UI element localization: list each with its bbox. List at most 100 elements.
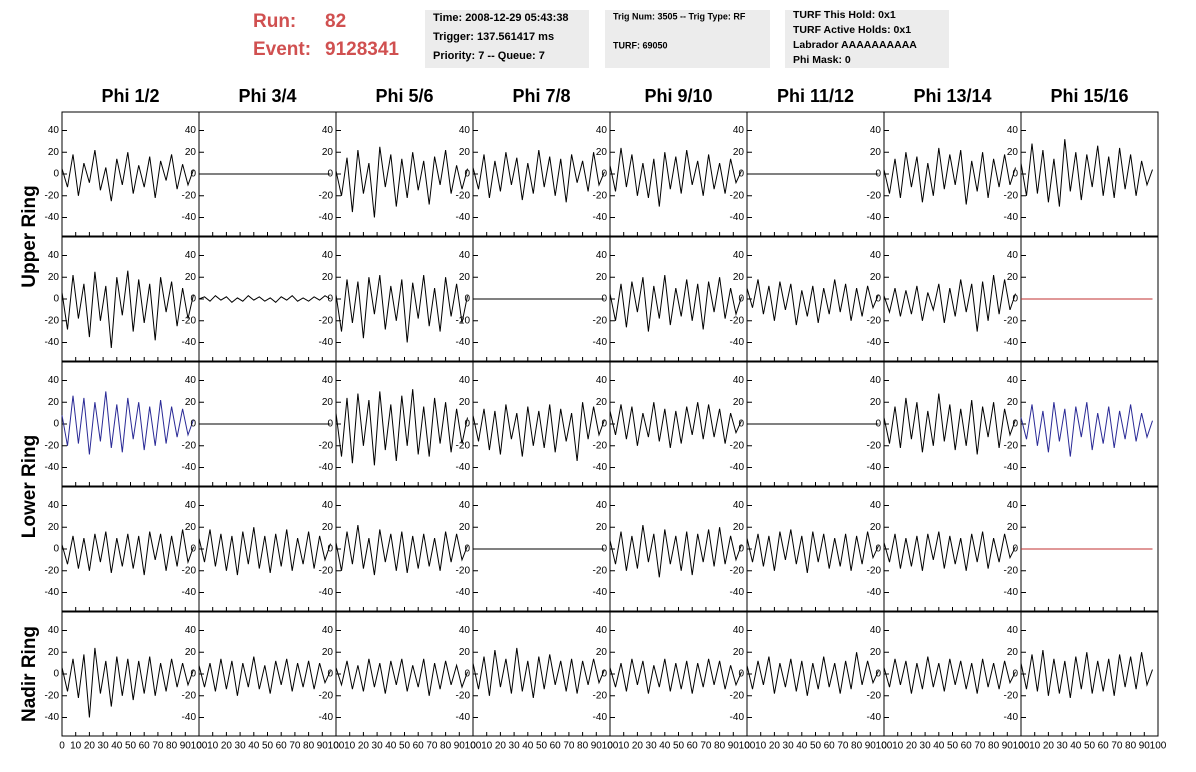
y-tick-label: -40 (182, 712, 197, 723)
y-tick-label: 40 (459, 625, 471, 636)
y-tick-label: 20 (1007, 272, 1019, 283)
y-tick-label: -20 (456, 440, 471, 451)
x-tick-label: 100 (328, 741, 345, 752)
y-tick-label: 40 (870, 250, 882, 261)
y-tick-label: -20 (867, 315, 882, 326)
y-tick-label: 0 (327, 169, 333, 180)
y-tick-label: -20 (593, 440, 608, 451)
y-tick-label: 20 (48, 647, 60, 658)
y-tick-label: 0 (190, 294, 196, 305)
waveform (609, 275, 742, 332)
y-tick-label: -20 (182, 690, 197, 701)
x-tick-label: 80 (440, 741, 452, 752)
x-tick-label: 20 (358, 741, 370, 752)
info-box (785, 10, 949, 68)
x-tick-label: 10 (207, 741, 219, 752)
x-tick-label: 70 (1111, 741, 1123, 752)
event-number: 9128341 (325, 39, 399, 60)
waveform (746, 279, 879, 326)
waveform (609, 658, 742, 694)
column-title: Phi 5/6 (375, 86, 433, 106)
y-tick-label: 20 (870, 647, 882, 658)
y-tick-label: 40 (185, 625, 197, 636)
x-tick-label: 100 (1013, 741, 1030, 752)
event-label: Event: (253, 39, 311, 60)
y-tick-label: -40 (182, 462, 197, 473)
x-tick-label: 50 (810, 741, 822, 752)
waveform (335, 525, 468, 576)
y-tick-label: -40 (319, 587, 334, 598)
x-tick-label: 0 (607, 741, 613, 752)
x-tick-label: 40 (111, 741, 123, 752)
y-tick-label: -40 (1004, 712, 1019, 723)
y-tick-label: 40 (870, 625, 882, 636)
info-box (605, 10, 770, 68)
y-tick-label: -20 (182, 565, 197, 576)
x-tick-label: 0 (333, 741, 339, 752)
y-tick-label: -40 (730, 212, 745, 223)
y-tick-label: -40 (456, 212, 471, 223)
x-tick-label: 90 (865, 741, 877, 752)
x-tick-label: 40 (385, 741, 397, 752)
waveform (61, 270, 194, 348)
x-tick-label: 30 (509, 741, 521, 752)
x-tick-label: 80 (988, 741, 1000, 752)
x-tick-label: 100 (191, 741, 208, 752)
x-tick-label: 100 (876, 741, 893, 752)
y-tick-label: 0 (601, 669, 607, 680)
column-title: Phi 13/14 (913, 86, 991, 106)
waveform (1020, 650, 1153, 698)
x-tick-label: 50 (673, 741, 685, 752)
run-label: Run: (253, 11, 296, 32)
y-tick-label: -40 (593, 337, 608, 348)
x-tick-label: 30 (235, 741, 247, 752)
y-tick-label: 20 (322, 522, 334, 533)
x-tick-label: 80 (303, 741, 315, 752)
y-tick-label: -40 (319, 337, 334, 348)
y-tick-label: 0 (327, 294, 333, 305)
x-tick-label: 60 (413, 741, 425, 752)
y-tick-label: 40 (322, 250, 334, 261)
y-tick-label: 0 (1012, 419, 1018, 430)
y-tick-label: -40 (319, 462, 334, 473)
x-tick-label: 10 (755, 741, 767, 752)
waveform (198, 295, 331, 303)
y-tick-label: 40 (733, 250, 745, 261)
waveform (883, 393, 1016, 455)
y-tick-label: -40 (182, 587, 197, 598)
y-tick-label: -20 (182, 315, 197, 326)
waveform (61, 529, 194, 576)
y-tick-label: 20 (322, 647, 334, 658)
y-tick-label: -20 (456, 690, 471, 701)
x-tick-label: 60 (824, 741, 836, 752)
y-tick-label: 40 (48, 500, 60, 511)
y-tick-label: -40 (867, 712, 882, 723)
y-tick-label: 0 (601, 294, 607, 305)
waveform (883, 147, 1016, 205)
waveform (883, 275, 1016, 332)
y-tick-label: 0 (53, 544, 59, 555)
waveform (335, 389, 468, 466)
y-tick-label: 40 (733, 125, 745, 136)
y-tick-label: 20 (322, 147, 334, 158)
y-tick-label: -20 (45, 565, 60, 576)
y-tick-label: 20 (596, 397, 608, 408)
y-tick-label: -20 (730, 190, 745, 201)
y-tick-label: -40 (730, 337, 745, 348)
y-tick-label: -20 (319, 190, 334, 201)
x-tick-label: 90 (591, 741, 603, 752)
x-tick-label: 80 (577, 741, 589, 752)
x-tick-label: 80 (166, 741, 178, 752)
y-tick-label: 20 (185, 147, 197, 158)
x-tick-label: 90 (454, 741, 466, 752)
y-tick-label: 20 (870, 272, 882, 283)
x-tick-label: 30 (646, 741, 658, 752)
y-tick-label: 40 (185, 375, 197, 386)
x-tick-label: 100 (465, 741, 482, 752)
y-tick-label: 20 (459, 522, 471, 533)
y-tick-label: 20 (733, 647, 745, 658)
y-tick-label: -40 (182, 337, 197, 348)
y-tick-label: -20 (730, 565, 745, 576)
y-tick-label: 20 (322, 397, 334, 408)
y-tick-label: 40 (48, 250, 60, 261)
